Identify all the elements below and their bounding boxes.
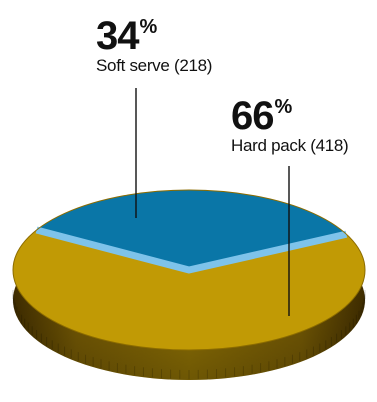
slice-category-soft-serve: Soft serve (218): [96, 56, 213, 75]
slice-label-hard-pack: 66% Hard pack (418): [231, 94, 349, 156]
soft-serve-bevel-edge: [35, 226, 348, 274]
pie-top-outline: [12, 189, 366, 351]
slice-label-soft-serve: 34% Soft serve (218): [96, 16, 212, 76]
slice-category-hard-pack: Hard pack (418): [231, 136, 349, 155]
pie-slice-hard-pack: [13, 230, 366, 350]
slice-percent-hard-pack: 66%: [231, 94, 292, 138]
slice-percent-soft-serve: 34%: [96, 14, 157, 58]
